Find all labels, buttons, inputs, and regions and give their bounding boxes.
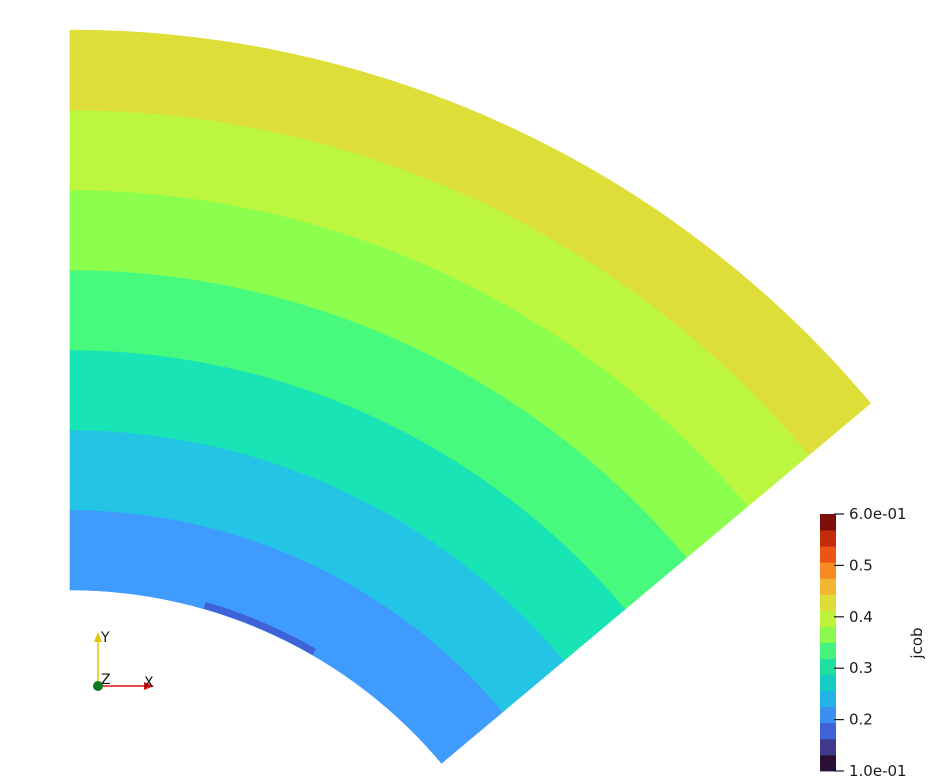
orientation-axes-widget: Y Z X	[93, 630, 154, 691]
colorbar-tick-label: 0.2	[849, 711, 873, 729]
colorbar-tick-label: 0.3	[849, 659, 873, 677]
colorbar-swatch	[820, 594, 836, 611]
colorbar-swatch	[820, 610, 836, 627]
colorbar-swatch	[820, 722, 836, 740]
colorbar-swatch	[820, 642, 836, 659]
x-axis-arrowhead	[144, 682, 154, 690]
colorbar-tick-label: 0.4	[849, 608, 873, 626]
colorbar-swatch	[820, 674, 836, 692]
colorbar-swatch	[820, 626, 836, 643]
colorbar-swatch	[820, 658, 836, 676]
colorbar-swatch	[820, 738, 836, 756]
colorbar-swatches	[820, 514, 836, 772]
colorbar-tick-label: 1.0e-01	[849, 762, 907, 780]
contour-band	[69, 29, 871, 456]
y-axis-arrowhead	[94, 632, 102, 642]
colorbar-swatch	[820, 530, 836, 547]
low-value-sliver	[203, 602, 316, 655]
colorbar-title: jcob	[908, 627, 926, 659]
z-axis-label: Z	[101, 672, 111, 688]
colorbar-legend: 6.0e-01 0.5 0.4 0.3 0.2 1.0e-01 jcob	[820, 505, 926, 780]
colorbar-swatch	[820, 562, 836, 579]
colorbar-swatch	[820, 546, 836, 563]
z-axis-dot	[93, 681, 103, 691]
colorbar-swatch	[820, 514, 836, 531]
colorbar-ticks: 6.0e-01 0.5 0.4 0.3 0.2 1.0e-01	[834, 505, 907, 780]
colorbar-tick-label: 6.0e-01	[849, 505, 907, 523]
colorbar-tick-label: 0.5	[849, 556, 873, 574]
colorbar-swatch	[820, 690, 836, 708]
colorbar-swatch	[820, 706, 836, 724]
colorbar-swatch	[820, 754, 836, 772]
colorbar-swatch	[820, 578, 836, 595]
contour-field	[69, 29, 871, 764]
y-axis-label: Y	[100, 630, 110, 646]
x-axis-label: X	[144, 675, 154, 691]
